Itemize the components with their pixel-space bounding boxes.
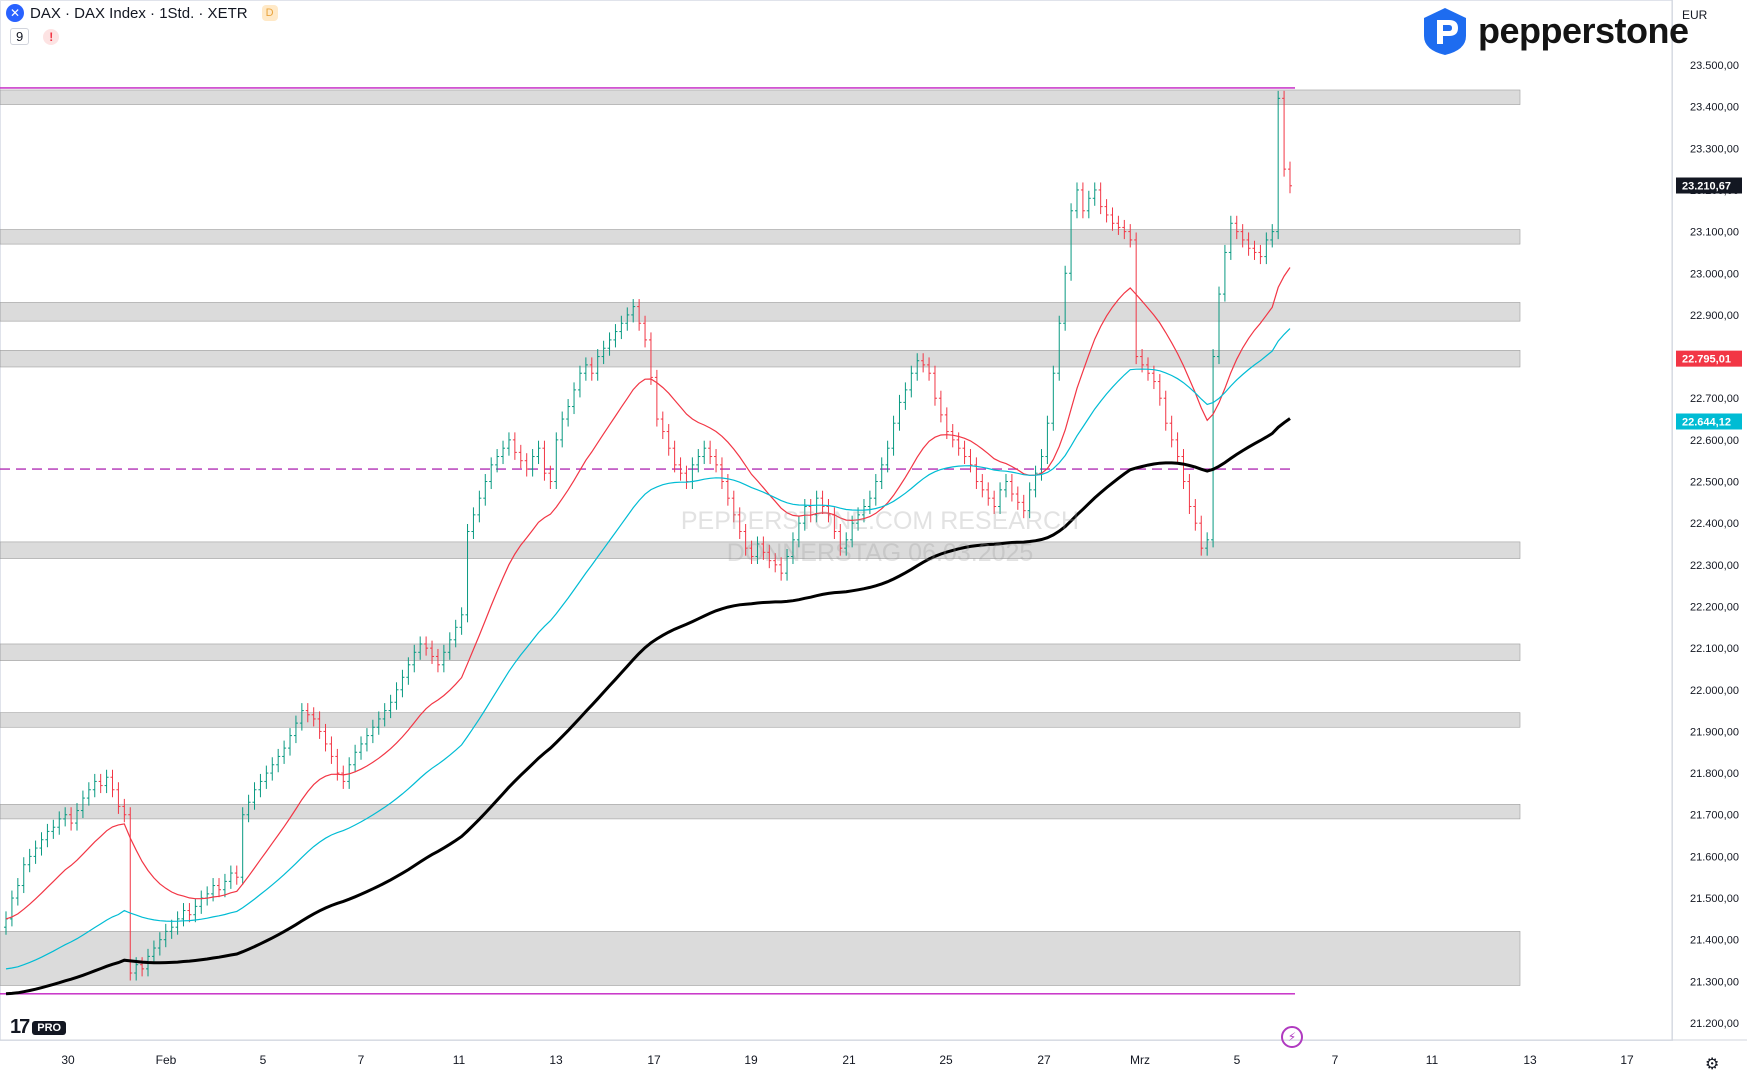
watermark-line2: DONNERSTAG 06.03.2025 [726,539,1034,567]
currency-label[interactable]: EUR [1682,8,1708,22]
x-tick-label: 11 [1426,1053,1439,1067]
price-badge-label-2: 22.644,12 [1682,416,1731,428]
x-tick-label: 21 [842,1053,856,1067]
x-tick-label: Mrz [1130,1053,1150,1067]
zone-5 [0,643,1521,661]
symbol-title[interactable]: DAX · DAX Index · 1Std. · XETR [30,4,248,22]
y-tick-label: 22.000,00 [1690,685,1739,697]
y-tick-label: 21.200,00 [1690,1018,1739,1030]
x-tick-label: 27 [1037,1053,1051,1067]
pro-badge: PRO [32,1020,67,1035]
y-tick-label: 23.000,00 [1690,268,1739,280]
symbol-header[interactable]: ✕ DAX · DAX Index · 1Std. · XETR D [6,4,278,22]
settings-icon[interactable]: ⚙ [1705,1056,1720,1073]
zone-3 [0,350,1521,368]
watermark: PEPPERSTONE.COM RESEARCH DONNERSTAG 06.0… [680,505,1080,569]
x-tick-label: 19 [744,1053,758,1067]
x-tick-label: 5 [260,1053,267,1067]
tradingview-logo[interactable]: 17 PRO [10,1016,67,1039]
y-tick-label: 21.400,00 [1690,935,1739,947]
zone-0 [0,89,1521,105]
y-tick-label: 21.500,00 [1690,893,1739,905]
price-badge-1 [1676,350,1742,367]
zone-2 [0,302,1521,322]
y-tick-label: 21.700,00 [1690,810,1739,822]
y-tick-label: 21.800,00 [1690,768,1739,780]
zone-4 [0,541,1521,559]
y-tick-label: 22.900,00 [1690,310,1739,322]
x-tick-label: 17 [1620,1053,1634,1067]
x-tick-label: 13 [549,1053,563,1067]
x-tick-label: 17 [647,1053,661,1067]
y-tick-label: 23.100,00 [1690,227,1739,239]
pepperstone-wordmark: pepperstone [1478,10,1689,51]
price-badge-label-0: 23.210,67 [1682,181,1731,193]
flash-icon[interactable]: ⚡ [1281,1026,1303,1048]
price-badge-0 [1676,177,1742,194]
indicator-count[interactable]: 9 [10,28,30,45]
y-tick-label: 21.900,00 [1690,726,1739,738]
x-tick-label: 11 [453,1053,466,1067]
x-tick-label: 5 [1234,1053,1241,1067]
y-tick-label: 22.200,00 [1690,601,1739,613]
delay-badge: D [261,5,278,21]
warning-icon[interactable]: ! [43,28,60,45]
zone-1 [0,229,1521,245]
watermark-line1: PEPPERSTONE.COM RESEARCH [680,507,1080,535]
zone-6 [0,712,1521,728]
x-tick-label: Feb [156,1053,177,1067]
tradingview-mark-icon: 17 [10,1016,30,1038]
x-tick-label: 7 [358,1053,365,1067]
zone-8 [0,931,1521,986]
x-tick-label: 7 [1332,1053,1339,1067]
x-tick-label: 13 [1523,1053,1537,1067]
symbol-logo-icon: ✕ [6,4,24,22]
zone-7 [0,804,1521,820]
y-tick-label: 22.400,00 [1690,518,1739,530]
y-tick-label: 23.400,00 [1690,102,1739,114]
x-tick-label: 25 [939,1053,953,1067]
ema-slow-line [5,328,1291,970]
pepperstone-mark-icon [1424,8,1466,55]
ema-fast-line [5,267,1291,920]
indicator-row[interactable]: 9 ! [10,28,60,45]
price-badge-label-1: 22.795,01 [1682,354,1731,366]
y-tick-label: 22.600,00 [1690,435,1739,447]
pepperstone-logo: pepperstone [1420,6,1689,56]
y-tick-label: 22.300,00 [1690,560,1739,572]
y-tick-label: 22.500,00 [1690,477,1739,489]
price-badge-2 [1676,413,1742,430]
x-tick-label: 30 [61,1053,75,1067]
y-tick-label: 21.300,00 [1690,976,1739,988]
y-tick-label: 23.500,00 [1690,60,1739,72]
y-tick-label: 23.300,00 [1690,143,1739,155]
y-tick-label: 21.600,00 [1690,851,1739,863]
y-tick-label: 22.700,00 [1690,393,1739,405]
y-tick-label: 22.100,00 [1690,643,1739,655]
sma-long-line [5,417,1291,996]
